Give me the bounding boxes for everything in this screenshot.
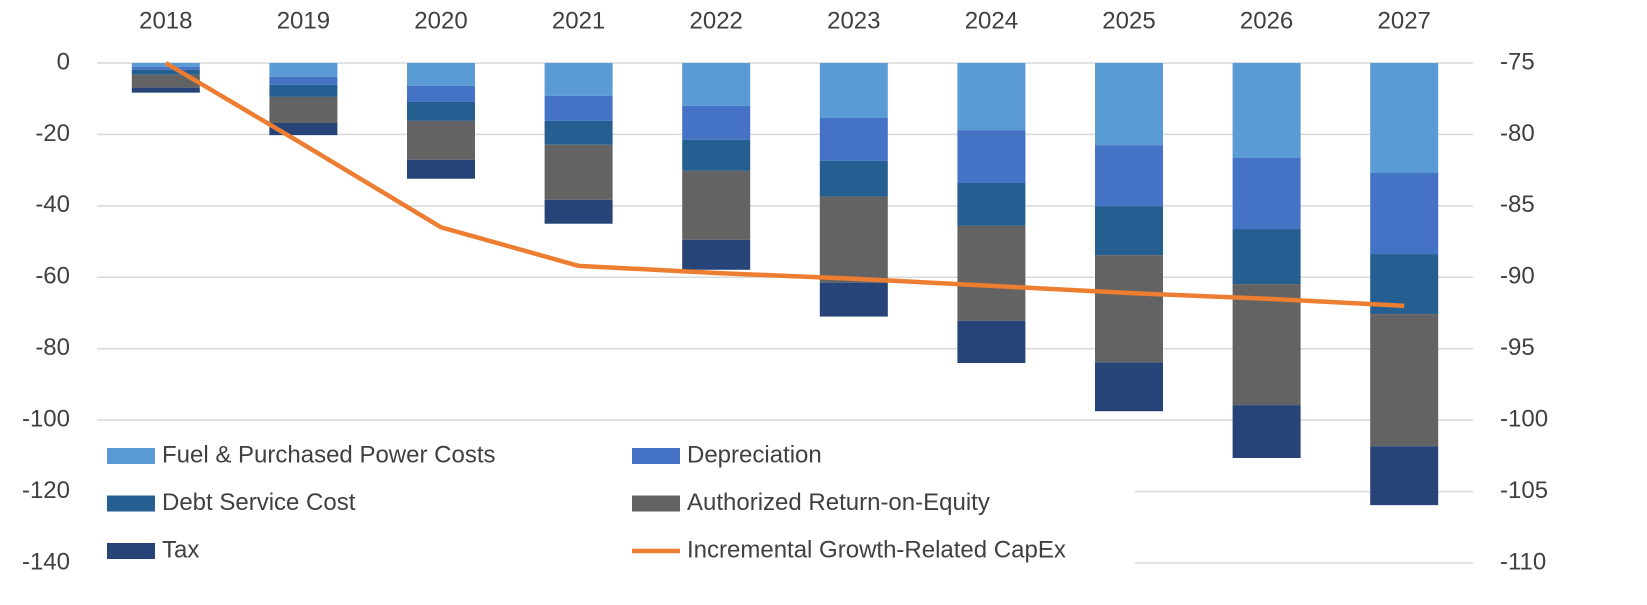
bar-segment (1232, 284, 1301, 406)
bar-segment (682, 63, 751, 106)
bar-segment (1370, 63, 1439, 173)
bar-segment (682, 105, 751, 140)
x-tick-label: 2021 (552, 7, 605, 34)
x-tick-label: 2025 (1102, 7, 1155, 34)
bar-segment (682, 170, 751, 240)
y-tick-label: -80 (35, 334, 70, 361)
bar-segment (1370, 173, 1439, 255)
bar-segment (407, 101, 475, 121)
y2-tick-label: -110 (1500, 548, 1546, 575)
bar-segment (407, 63, 475, 86)
bar-segment (407, 85, 475, 102)
legend-label: Tax (162, 536, 199, 563)
x-tick-label: 2027 (1378, 7, 1431, 34)
bar-segment (544, 199, 613, 224)
bar-segment (819, 196, 888, 283)
bar-segment (407, 120, 475, 160)
legend-label: Authorized Return-on-Equity (687, 489, 990, 516)
y-tick-label: -60 (35, 263, 70, 290)
bar-segment (1095, 63, 1163, 146)
y2-tick-label: -100 (1500, 405, 1548, 432)
bar-segment (407, 159, 475, 179)
y-tick-label: -20 (35, 120, 70, 147)
x-tick-label: 2023 (827, 7, 880, 34)
bar-segment (269, 84, 338, 97)
y2-tick-label: -105 (1500, 477, 1548, 504)
bar-segment (544, 63, 613, 96)
bar-segment (544, 144, 613, 200)
legend-swatch (632, 448, 680, 464)
bar-segment (1095, 206, 1163, 256)
bar-segment (957, 225, 1026, 321)
legend-label: Depreciation (687, 441, 822, 468)
bar-segment (819, 282, 888, 317)
x-tick-label: 2018 (139, 7, 192, 34)
x-tick-label: 2024 (965, 7, 1018, 34)
y2-tick-label: -95 (1500, 334, 1535, 361)
bar-segment (544, 120, 613, 145)
x-tick-label: 2022 (690, 7, 743, 34)
legend-label: Debt Service Cost (162, 489, 356, 516)
bar-segment (1370, 446, 1439, 506)
bar-segment (682, 239, 751, 270)
bar-segment (131, 69, 200, 75)
bar-segment (1232, 405, 1301, 458)
bar-segment (1095, 362, 1163, 412)
bar-segment (1095, 255, 1163, 363)
y2-tick-label: -75 (1500, 48, 1535, 75)
y-tick-label: -100 (22, 405, 70, 432)
bar-segment (544, 95, 613, 121)
bar-segment (1232, 63, 1301, 158)
bar-segment (957, 320, 1026, 363)
bar-segment (1095, 145, 1163, 207)
x-tick-label: 2019 (277, 7, 330, 34)
x-tick-label: 2020 (414, 7, 467, 34)
bar-segment (131, 74, 200, 88)
bar-segment (819, 63, 888, 118)
y2-tick-label: -85 (1500, 191, 1535, 218)
bar-segment (1370, 314, 1439, 447)
y2-tick-label: -90 (1500, 263, 1535, 290)
legend-background (97, 432, 1135, 572)
bar-segment (269, 96, 338, 123)
y-tick-label: -40 (35, 191, 70, 218)
bar-segment (131, 66, 200, 70)
bar-segment (269, 63, 338, 77)
bar-segment (1232, 158, 1301, 230)
bar-segment (957, 63, 1026, 131)
y-tick-label: -140 (22, 548, 70, 575)
bar-segment (131, 87, 200, 93)
bar-segment (819, 118, 888, 161)
bar-segment (269, 76, 338, 85)
bar-segment (957, 183, 1026, 226)
line-series (164, 61, 1405, 309)
legend-swatch (107, 495, 155, 512)
legend-swatch (632, 495, 680, 512)
bar-segment (957, 130, 1026, 183)
legend-swatch (107, 448, 155, 464)
y-tick-label: 0 (57, 48, 70, 75)
legend-label: Incremental Growth-Related CapEx (687, 536, 1066, 563)
bar-segment (682, 139, 751, 171)
y2-tick-label: -80 (1500, 120, 1535, 147)
bar-segment (819, 160, 888, 197)
y-tick-label: -120 (22, 477, 70, 504)
x-tick-label: 2026 (1240, 7, 1293, 34)
bar-segment (1232, 229, 1301, 285)
legend-swatch (107, 543, 155, 559)
legend-label: Fuel & Purchased Power Costs (162, 441, 495, 468)
